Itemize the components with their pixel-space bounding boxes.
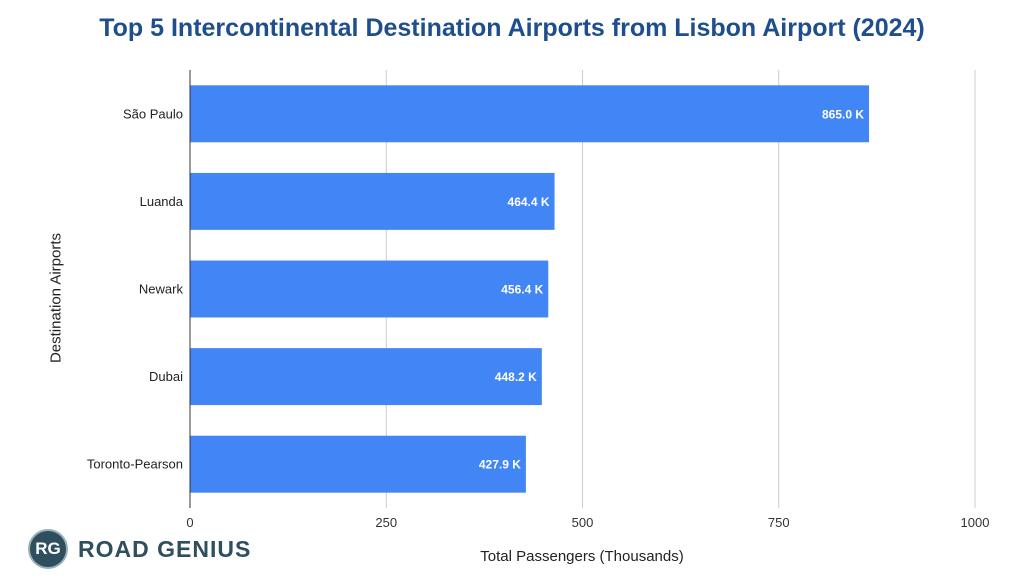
y-tick-label: Newark (139, 282, 184, 297)
bar (190, 260, 549, 318)
x-tick-label: 750 (768, 515, 790, 530)
x-tick-label: 250 (375, 515, 397, 530)
x-axis-label: Total Passengers (Thousands) (480, 548, 684, 565)
logo-text: ROAD GENIUS (78, 535, 252, 562)
bar (190, 85, 870, 143)
bar (190, 435, 526, 493)
y-tick-label: Luanda (140, 194, 184, 209)
y-tick-label: Dubai (149, 369, 183, 384)
x-tick-label: 500 (572, 515, 594, 530)
chart-title: Top 5 Intercontinental Destination Airpo… (99, 14, 925, 42)
data-label: 427.9 K (479, 458, 521, 472)
logo-mark: RG (28, 529, 68, 569)
x-tick-label: 0 (186, 515, 193, 530)
y-tick-label: São Paulo (123, 106, 183, 121)
y-tick-label: Toronto-Pearson (87, 457, 183, 472)
road-genius-logo: RG ROAD GENIUS (28, 529, 251, 569)
data-label: 456.4 K (501, 283, 543, 297)
bar (190, 348, 542, 406)
data-label: 464.4 K (508, 195, 550, 209)
data-label: 448.2 K (495, 370, 537, 384)
x-tick-label: 1000 (961, 515, 990, 530)
y-axis-label: Destination Airports (47, 232, 65, 364)
data-label: 865.0 K (822, 107, 864, 121)
bar (190, 172, 555, 230)
